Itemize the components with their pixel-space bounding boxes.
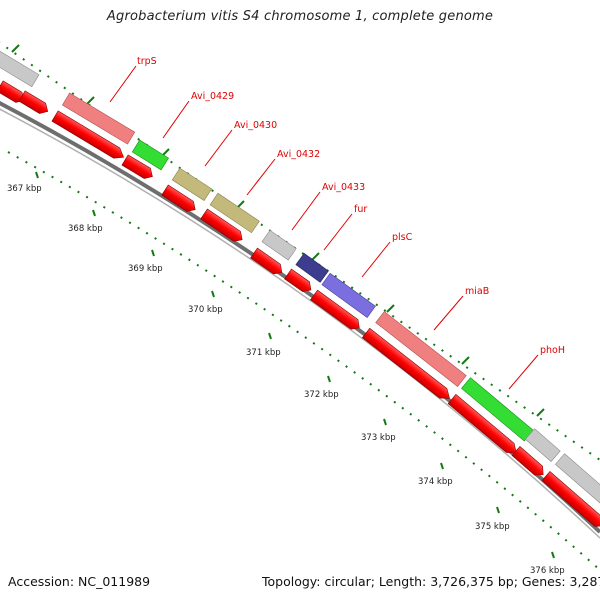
gene-block-fur bbox=[295, 252, 329, 283]
cds-arrow bbox=[447, 393, 517, 454]
cds-arrow bbox=[511, 446, 544, 476]
scale-label: 374 kbp bbox=[418, 477, 453, 487]
gene-label-Avi_0432: Avi_0432 bbox=[277, 149, 320, 160]
cds-arrow bbox=[161, 184, 196, 212]
scale-label: 367 kbp bbox=[7, 184, 42, 194]
cds-arrow bbox=[250, 247, 283, 275]
gene-label-Avi_0429: Avi_0429 bbox=[191, 91, 234, 102]
gene-label-trpS: trpS bbox=[137, 56, 157, 67]
leader-line bbox=[246, 158, 276, 196]
gene-label-Avi_0433: Avi_0433 bbox=[322, 182, 365, 193]
leader-line bbox=[291, 191, 321, 231]
gene-block-Avi_0433 bbox=[261, 229, 297, 261]
cds-arrow bbox=[18, 90, 49, 114]
leader-line bbox=[162, 100, 190, 139]
cds-arrow bbox=[310, 289, 360, 330]
gene-block-grey bbox=[0, 50, 40, 88]
scale-tick bbox=[92, 209, 96, 217]
scale-label: 371 kbp bbox=[246, 348, 281, 358]
gene-label-Avi_0430: Avi_0430 bbox=[234, 120, 277, 131]
leader-line bbox=[508, 354, 539, 390]
accession-text: Accession: NC_011989 bbox=[8, 574, 151, 589]
gene-block-Avi_0432 bbox=[209, 192, 260, 234]
outer-tick-track bbox=[0, 41, 600, 461]
scale-tick bbox=[327, 375, 331, 383]
scale-tick bbox=[211, 290, 215, 298]
cds-track bbox=[0, 80, 600, 527]
major-tick bbox=[461, 356, 470, 365]
gene-block-Avi_0429 bbox=[131, 139, 169, 171]
major-tick bbox=[386, 304, 395, 313]
scale-label: 369 kbp bbox=[128, 264, 163, 274]
scale-tick bbox=[151, 249, 155, 257]
cds-arrow bbox=[361, 327, 450, 399]
leader-line bbox=[433, 295, 464, 331]
gene-label-miaB: miaB bbox=[465, 286, 489, 297]
major-tick bbox=[536, 408, 545, 417]
backbone-inner bbox=[0, 108, 600, 539]
gene-label-fur: fur bbox=[354, 204, 367, 215]
leader-line bbox=[109, 65, 137, 103]
scale-label: 375 kbp bbox=[475, 522, 510, 532]
leader-line bbox=[361, 241, 391, 278]
scale-label: 376 kbp bbox=[530, 566, 565, 576]
label-leaders bbox=[109, 65, 539, 390]
scale-tick bbox=[35, 171, 39, 179]
scale-labels: 367 kbp 368 kbp 369 kbp 370 kbp 371 kbp … bbox=[7, 184, 565, 576]
map-title: Agrobacterium vitis S4 chromosome 1, com… bbox=[106, 9, 494, 24]
gene-block-trpS bbox=[61, 92, 136, 145]
cds-arrow bbox=[51, 110, 125, 159]
cds-arrow bbox=[541, 471, 600, 527]
gene-labels: trpS Avi_0429 Avi_0430 Avi_0432 Avi_0433… bbox=[137, 56, 565, 356]
inner-tick-track bbox=[7, 151, 600, 571]
scale-label: 373 kbp bbox=[361, 433, 396, 443]
gene-label-phoH: phoH bbox=[540, 345, 565, 356]
major-tick bbox=[11, 44, 20, 53]
scale-label: 372 kbp bbox=[304, 390, 339, 400]
scale-tick bbox=[440, 462, 444, 470]
gene-track bbox=[0, 50, 600, 511]
genome-backbone bbox=[0, 101, 600, 539]
major-tick bbox=[311, 252, 320, 261]
gene-label-plsC: plsC bbox=[392, 232, 413, 243]
scale-tick bbox=[383, 418, 387, 426]
inner-dotted-line bbox=[7, 151, 600, 571]
major-tick bbox=[86, 96, 95, 105]
leader-line bbox=[323, 213, 353, 251]
leader-line bbox=[204, 129, 233, 167]
backbone-outer bbox=[0, 101, 600, 534]
scale-label: 370 kbp bbox=[188, 305, 223, 315]
gene-block-miaB bbox=[375, 311, 467, 387]
cds-arrow bbox=[121, 154, 153, 179]
genome-info-text: Topology: circular; Length: 3,726,375 bp… bbox=[262, 574, 600, 589]
scale-tick bbox=[268, 332, 272, 340]
gene-block-grey bbox=[524, 428, 561, 463]
gene-block-plsC bbox=[321, 272, 376, 318]
scale-label: 368 kbp bbox=[68, 224, 103, 234]
cds-arrow bbox=[284, 268, 312, 292]
gene-block-grey bbox=[554, 453, 600, 511]
cds-arrow bbox=[200, 208, 243, 242]
scale-tick bbox=[496, 506, 500, 514]
scale-tick bbox=[551, 551, 555, 559]
gene-block-Avi_0430 bbox=[171, 167, 213, 201]
